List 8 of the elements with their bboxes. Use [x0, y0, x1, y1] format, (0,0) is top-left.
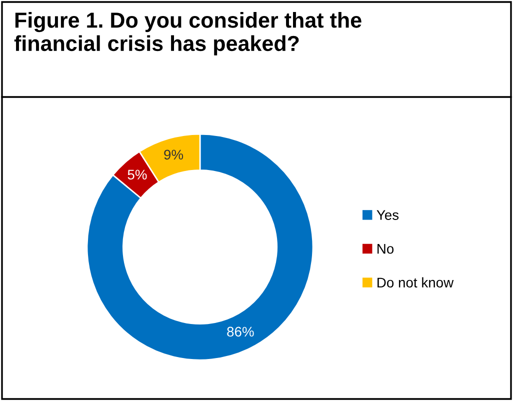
legend-label: Yes	[376, 210, 399, 220]
data-label: 9%	[164, 150, 184, 160]
data-label: 5%	[128, 170, 147, 180]
chart-title: Figure 1. Do you consider that the financial crisis has peaked?	[14, 12, 362, 56]
legend-label: Do not know	[378, 277, 454, 288]
data-label: 86%	[227, 326, 254, 337]
legend-label: No	[378, 244, 394, 254]
donut-slice	[86, 133, 314, 361]
